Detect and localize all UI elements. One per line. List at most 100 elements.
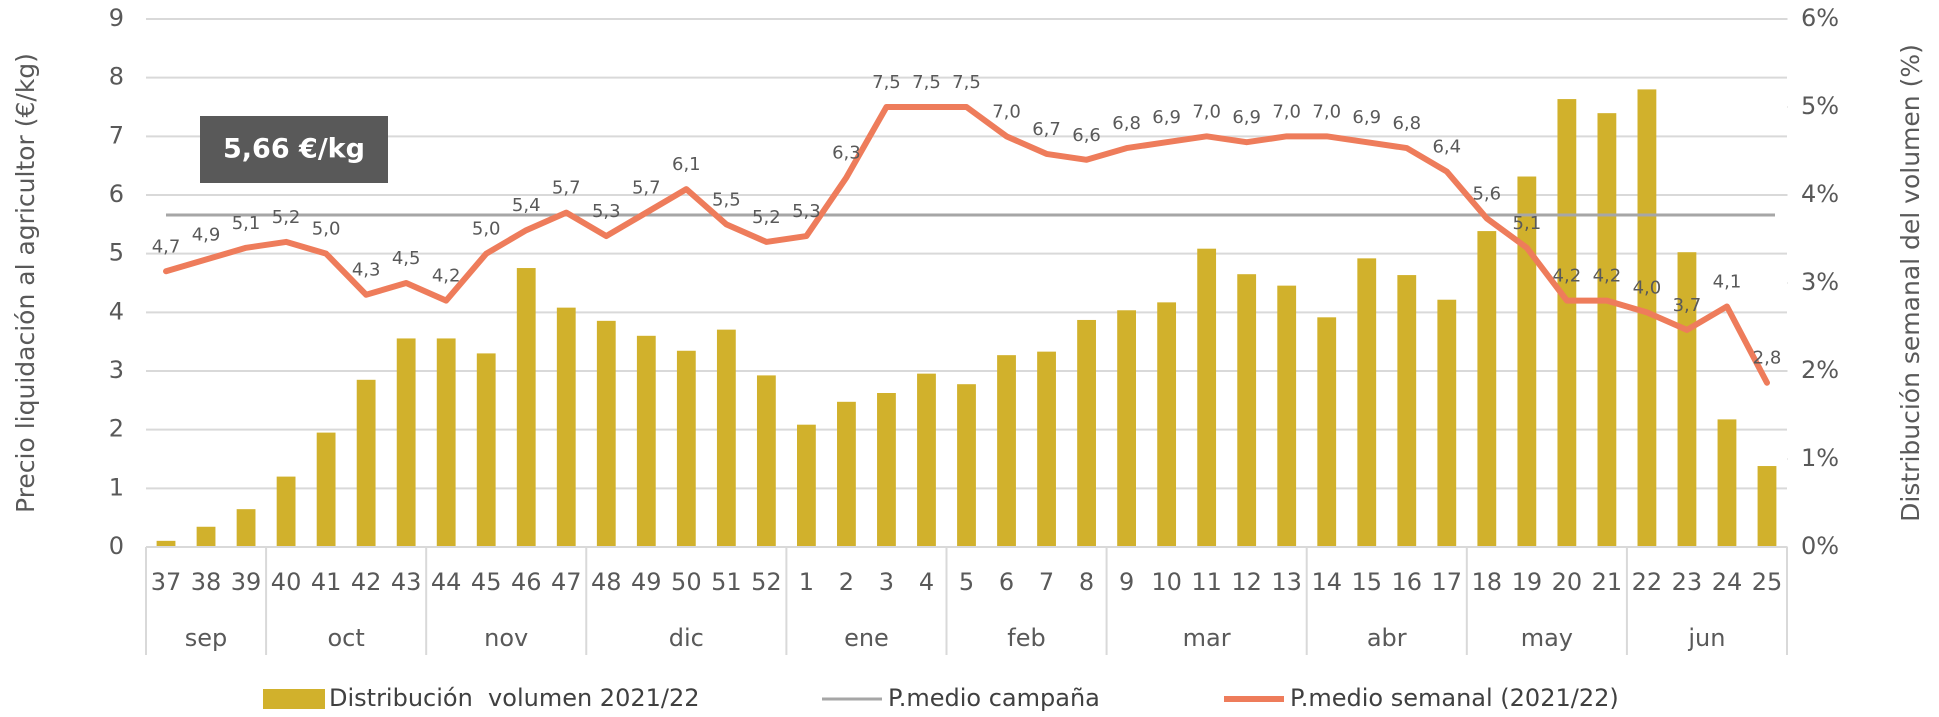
y-tick-label: 6 [109, 180, 124, 208]
x-tick-label: 11 [1191, 568, 1222, 596]
x-tick-label: 24 [1712, 568, 1743, 596]
x-tick-label: 14 [1311, 568, 1342, 596]
bar [1517, 176, 1537, 547]
y2-axis-title: Distribución semanal del volumen (%) [1896, 44, 1925, 522]
y-tick-label: 8 [109, 63, 124, 91]
data-label: 6,9 [1152, 107, 1181, 128]
x-tick-label: 5 [959, 568, 974, 596]
y-tick-label: 9 [109, 4, 124, 32]
data-label: 4,2 [1553, 266, 1582, 287]
x-tick-label: 8 [1079, 568, 1094, 596]
x-tick-label: 41 [311, 568, 342, 596]
x-tick-label: 38 [191, 568, 222, 596]
x-tick-label: 3 [879, 568, 894, 596]
x-tick-label: 1 [799, 568, 814, 596]
y2-tick-label: 6% [1801, 4, 1839, 32]
data-label: 5,6 [1472, 183, 1501, 204]
x-tick-label: 23 [1672, 568, 1703, 596]
bar [1437, 299, 1457, 547]
bar [556, 307, 576, 547]
data-label: 7,0 [992, 101, 1021, 122]
data-label: 6,9 [1232, 107, 1261, 128]
x-tick-label: 21 [1592, 568, 1623, 596]
x-tick-label: 6 [999, 568, 1014, 596]
price-line [163, 104, 1770, 386]
data-label: 4,1 [1713, 271, 1742, 292]
bar [1637, 89, 1657, 548]
x-tick-label: 40 [271, 568, 302, 596]
data-label: 4,7 [152, 236, 181, 257]
bar [236, 509, 256, 547]
x-tick-label: 42 [351, 568, 382, 596]
legend-swatch [263, 689, 325, 709]
data-label: 6,3 [832, 142, 861, 163]
data-label: 5,1 [232, 213, 261, 234]
y2-tick-label: 2% [1801, 356, 1839, 384]
month-label: feb [1007, 624, 1045, 652]
data-label: 7,0 [1272, 101, 1301, 122]
data-label: 5,3 [592, 201, 621, 222]
y-tick-label: 0 [109, 532, 124, 560]
data-label: 7,0 [1312, 101, 1341, 122]
bar [396, 338, 416, 547]
x-tick-label: 12 [1231, 568, 1262, 596]
data-label: 6,6 [1072, 125, 1101, 146]
bar [997, 355, 1016, 547]
bar [516, 268, 536, 547]
x-tick-label: 9 [1119, 568, 1134, 596]
bar [276, 476, 296, 547]
month-label: jun [1687, 624, 1725, 652]
data-label: 7,0 [1192, 101, 1221, 122]
bar [1717, 419, 1737, 547]
y-tick-label: 5 [109, 239, 124, 267]
legend-label: P.medio campaña [888, 684, 1100, 712]
bar [356, 379, 376, 547]
x-tick-label: 4 [919, 568, 934, 596]
bar [676, 350, 696, 547]
x-tick-label: 20 [1552, 568, 1583, 596]
bar [436, 338, 456, 547]
bar [1397, 275, 1417, 547]
x-tick-label: 48 [591, 568, 622, 596]
x-tick-label: 17 [1432, 568, 1463, 596]
data-label: 5,4 [512, 195, 541, 216]
bar [1477, 231, 1497, 547]
bar [1317, 317, 1337, 547]
data-label: 5,2 [272, 207, 301, 228]
x-tick-label: 50 [671, 568, 702, 596]
y-axis-title: Precio liquidación al agricultor (€/kg) [11, 53, 40, 513]
bar [596, 320, 616, 547]
x-tick-label: 22 [1632, 568, 1663, 596]
bar [636, 335, 656, 547]
data-label: 6,8 [1392, 113, 1421, 134]
x-tick-label: 51 [711, 568, 742, 596]
data-label: 4,2 [1593, 266, 1622, 287]
bar [1277, 285, 1297, 547]
data-label: 5,0 [472, 219, 501, 240]
y-tick-label: 7 [109, 121, 124, 149]
bar [796, 424, 816, 547]
bar [1237, 274, 1257, 547]
data-label: 4,9 [192, 225, 221, 246]
legend-label: Distribución volumen 2021/22 [329, 684, 700, 712]
bar [957, 384, 976, 547]
x-tick-label: 45 [471, 568, 502, 596]
month-label: oct [327, 624, 364, 652]
bar [196, 526, 216, 547]
data-label: 5,1 [1513, 213, 1542, 234]
data-label: 4,3 [352, 260, 381, 281]
y2-tick-label: 5% [1801, 92, 1839, 120]
y2-tick-label: 3% [1801, 268, 1839, 296]
y2-tick-label: 1% [1801, 444, 1839, 472]
bar [1757, 466, 1777, 547]
x-tick-label: 37 [151, 568, 182, 596]
x-tick-label: 43 [391, 568, 422, 596]
x-tick-label: 39 [231, 568, 262, 596]
legend-label: P.medio semanal (2021/22) [1290, 684, 1619, 712]
month-label: may [1521, 624, 1573, 652]
x-tick-label: 49 [631, 568, 662, 596]
x-tick-label: 18 [1472, 568, 1503, 596]
data-label: 5,2 [752, 207, 781, 228]
month-label: mar [1183, 624, 1231, 652]
data-label: 5,5 [712, 189, 741, 210]
